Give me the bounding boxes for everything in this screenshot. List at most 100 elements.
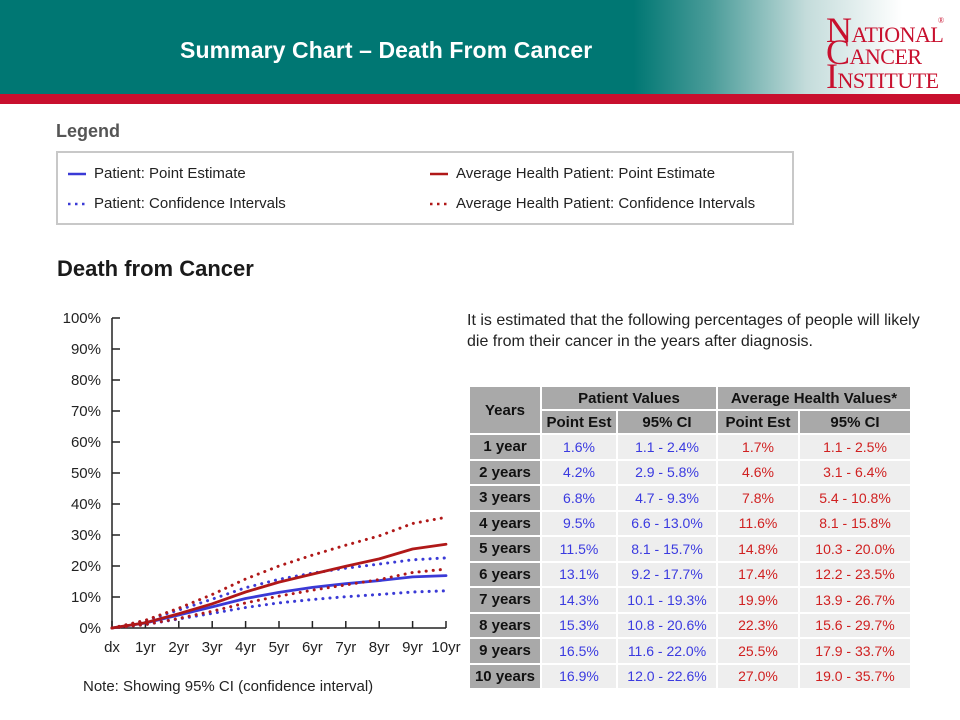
cell-average-point: 19.9% <box>718 588 798 612</box>
table-row: 2 years 4.2% 2.9 - 5.8% 4.6% 3.1 - 6.4% <box>470 460 910 484</box>
table-row: 6 years 13.1% 9.2 - 17.7% 17.4% 12.2 - 23.5% <box>470 562 910 586</box>
registered-mark: ® <box>938 16 945 25</box>
cell-patient-point: 16.9% <box>542 664 616 688</box>
y-tick-label: 20% <box>71 558 101 575</box>
cell-average-ci: 12.2 - 23.5% <box>800 562 910 586</box>
legend-box: Patient: Point Estimate Average Health P… <box>56 151 794 225</box>
chart-note: Note: Showing 95% CI (confidence interva… <box>83 678 373 695</box>
intro-text: It is estimated that the following perce… <box>467 312 920 350</box>
legend-item-average-point: Average Health Patient: Point Estimate <box>430 165 715 182</box>
col-header-patient-ci: 95% CI <box>618 411 716 433</box>
y-tick-label: 70% <box>71 403 101 420</box>
row-year: 3 years <box>470 486 540 510</box>
legend-item-patient-ci: Patient: Confidence Intervals <box>68 195 286 212</box>
col-group-average: Average Health Values* <box>718 387 910 409</box>
series-line-5 <box>110 515 448 630</box>
x-tick-label: 6yr <box>302 639 323 656</box>
legend-label: Average Health Patient: Point Estimate <box>456 165 716 182</box>
y-tick-label: 100% <box>63 310 101 327</box>
cell-patient-point: 15.3% <box>542 613 616 637</box>
row-year: 5 years <box>470 537 540 561</box>
legend-label: Patient: Point Estimate <box>94 165 246 182</box>
cell-patient-point: 14.3% <box>542 588 616 612</box>
cell-patient-ci: 2.9 - 5.8% <box>618 460 716 484</box>
x-tick-label: 3yr <box>202 639 223 656</box>
legend-item-patient-point: Patient: Point Estimate <box>68 165 246 182</box>
series-line-4 <box>110 567 448 630</box>
results-table-wrapper: Years Patient Values Average Health Valu… <box>468 385 912 690</box>
cell-patient-point: 1.6% <box>542 435 616 459</box>
x-tick-label: 10yr <box>431 639 460 656</box>
cell-patient-ci: 10.8 - 20.6% <box>618 613 716 637</box>
y-tick-label: 80% <box>71 372 101 389</box>
cell-patient-point: 16.5% <box>542 639 616 663</box>
x-tick-label: 1yr <box>135 639 156 656</box>
cell-average-ci: 8.1 - 15.8% <box>800 511 910 535</box>
row-year: 1 year <box>470 435 540 459</box>
cell-average-point: 7.8% <box>718 486 798 510</box>
y-tick-label: 30% <box>71 527 101 544</box>
y-tick-label: 50% <box>71 465 101 482</box>
x-tick-label: 8yr <box>369 639 390 656</box>
legend-label: Patient: Confidence Intervals <box>94 195 286 212</box>
nci-logo: NATIONAL CANCER INSTITUTE ® <box>826 10 945 94</box>
col-header-patient-point: Point Est <box>542 411 616 433</box>
table-row: 8 years 15.3% 10.8 - 20.6% 22.3% 15.6 - 29.7… <box>470 613 910 637</box>
cell-patient-point: 9.5% <box>542 511 616 535</box>
cell-patient-ci: 11.6 - 22.0% <box>618 639 716 663</box>
row-year: 7 years <box>470 588 540 612</box>
x-tick-label: dx <box>104 639 120 656</box>
y-tick-label: 60% <box>71 434 101 451</box>
legend-heading: Legend <box>56 121 121 141</box>
cell-patient-ci: 4.7 - 9.3% <box>618 486 716 510</box>
cell-patient-point: 6.8% <box>542 486 616 510</box>
legend-label: Average Health Patient: Confidence Inter… <box>456 195 756 212</box>
cell-average-point: 11.6% <box>718 511 798 535</box>
cell-patient-ci: 6.6 - 13.0% <box>618 511 716 535</box>
results-table: Years Patient Values Average Health Valu… <box>468 385 912 690</box>
cell-average-point: 25.5% <box>718 639 798 663</box>
cell-patient-ci: 8.1 - 15.7% <box>618 537 716 561</box>
cell-average-point: 22.3% <box>718 613 798 637</box>
chart-heading: Death from Cancer <box>57 256 254 281</box>
row-year: 6 years <box>470 562 540 586</box>
row-year: 4 years <box>470 511 540 535</box>
x-tick-label: 5yr <box>269 639 290 656</box>
table-row: 4 years 9.5% 6.6 - 13.0% 11.6% 8.1 - 15.8% <box>470 511 910 535</box>
header-accent-bar <box>0 94 960 104</box>
cell-average-ci: 3.1 - 6.4% <box>800 460 910 484</box>
table-row: 7 years 14.3% 10.1 - 19.3% 19.9% 13.9 - 26.7… <box>470 588 910 612</box>
cell-average-ci: 10.3 - 20.0% <box>800 537 910 561</box>
logo-line-cancer: CANCER <box>826 32 922 72</box>
col-header-average-ci: 95% CI <box>800 411 910 433</box>
cell-patient-point: 4.2% <box>542 460 616 484</box>
y-tick-label: 40% <box>71 496 101 513</box>
cell-average-point: 14.8% <box>718 537 798 561</box>
cell-average-point: 1.7% <box>718 435 798 459</box>
x-tick-label: 4yr <box>235 639 256 656</box>
cell-average-point: 17.4% <box>718 562 798 586</box>
cell-average-ci: 1.1 - 2.5% <box>800 435 910 459</box>
x-tick-label: 2yr <box>168 639 189 656</box>
cell-patient-point: 11.5% <box>542 537 616 561</box>
table-row: 3 years 6.8% 4.7 - 9.3% 7.8% 5.4 - 10.8% <box>470 486 910 510</box>
cell-average-ci: 17.9 - 33.7% <box>800 639 910 663</box>
cell-average-point: 4.6% <box>718 460 798 484</box>
table-row: 5 years 11.5% 8.1 - 15.7% 14.8% 10.3 - 20.0% <box>470 537 910 561</box>
cell-patient-ci: 1.1 - 2.4% <box>618 435 716 459</box>
col-header-years: Years <box>470 387 540 433</box>
x-tick-label: 9yr <box>402 639 423 656</box>
logo-line-institute: INSTITUTE <box>826 56 939 96</box>
series-line-3 <box>110 542 448 630</box>
cell-average-ci: 19.0 - 35.7% <box>800 664 910 688</box>
row-year: 10 years <box>470 664 540 688</box>
table-row: 9 years 16.5% 11.6 - 22.0% 25.5% 17.9 - 33.7… <box>470 639 910 663</box>
page-title: Summary Chart – Death From Cancer <box>180 37 593 63</box>
legend-item-average-ci: Average Health Patient: Confidence Inter… <box>430 195 755 212</box>
cell-patient-ci: 10.1 - 19.3% <box>618 588 716 612</box>
cell-average-point: 27.0% <box>718 664 798 688</box>
cell-patient-ci: 9.2 - 17.7% <box>618 562 716 586</box>
y-tick-label: 0% <box>79 620 101 637</box>
cell-patient-ci: 12.0 - 22.6% <box>618 664 716 688</box>
